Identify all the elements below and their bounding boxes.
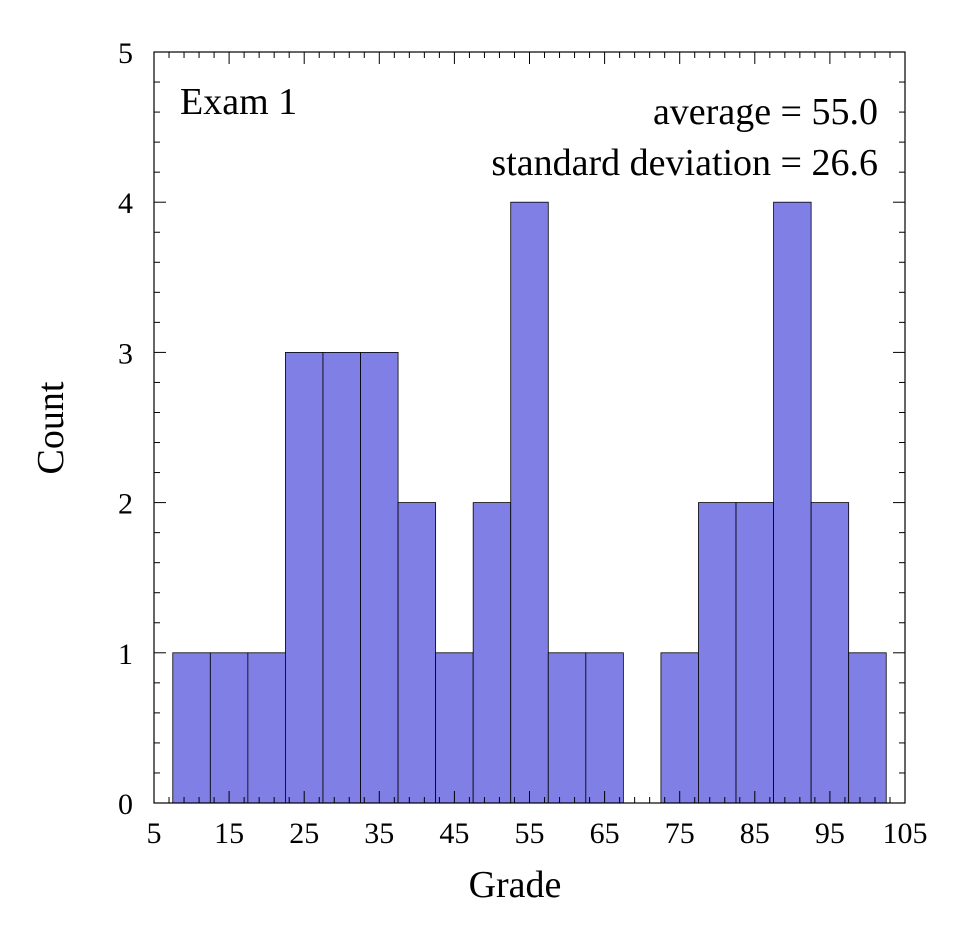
histogram-bar — [735, 502, 774, 804]
y-tick-label: 5 — [118, 37, 133, 70]
std-annotation: standard deviation = 26.6 — [491, 142, 878, 184]
average-annotation: average = 55.0 — [653, 91, 878, 133]
histogram-bar — [247, 652, 286, 804]
x-tick-label: 95 — [815, 817, 845, 850]
histogram-bar — [285, 351, 324, 804]
histogram-bar — [585, 652, 624, 804]
x-tick-label: 105 — [883, 817, 928, 850]
histogram-bar — [660, 652, 699, 804]
x-tick-label: 15 — [214, 817, 244, 850]
x-tick-label: 45 — [439, 817, 469, 850]
x-tick-label: 5 — [147, 817, 162, 850]
bars-group — [172, 201, 887, 804]
y-tick-label: 4 — [118, 187, 133, 220]
y-tick-label: 0 — [118, 788, 133, 821]
histogram-bar — [397, 502, 437, 804]
histogram-bar — [360, 351, 399, 804]
y-tick-label: 1 — [118, 638, 133, 671]
chart-title: Exam 1 — [180, 81, 297, 123]
histogram-bar — [698, 502, 737, 804]
x-axis-label: Grade — [469, 864, 562, 906]
histogram-bar — [172, 652, 211, 804]
histogram-bar — [435, 652, 474, 804]
x-tick-label: 75 — [665, 817, 695, 850]
x-tick-label: 35 — [364, 817, 394, 850]
histogram-bar — [547, 652, 587, 804]
histogram-bar — [773, 201, 812, 804]
histogram-bar — [322, 351, 361, 804]
x-tick-label: 65 — [590, 817, 620, 850]
y-axis-label: Count — [30, 381, 72, 474]
x-tick-label: 85 — [740, 817, 770, 850]
histogram-bar — [510, 201, 549, 804]
histogram-bar — [209, 652, 249, 804]
x-tick-label: 25 — [289, 817, 319, 850]
ticks-group — [153, 51, 906, 804]
histogram-bar — [810, 502, 850, 804]
histogram-bar — [848, 652, 887, 804]
histogram-bar — [472, 502, 512, 804]
y-tick-label: 2 — [118, 488, 133, 521]
x-tick-label: 55 — [515, 817, 545, 850]
y-tick-label: 3 — [118, 337, 133, 370]
